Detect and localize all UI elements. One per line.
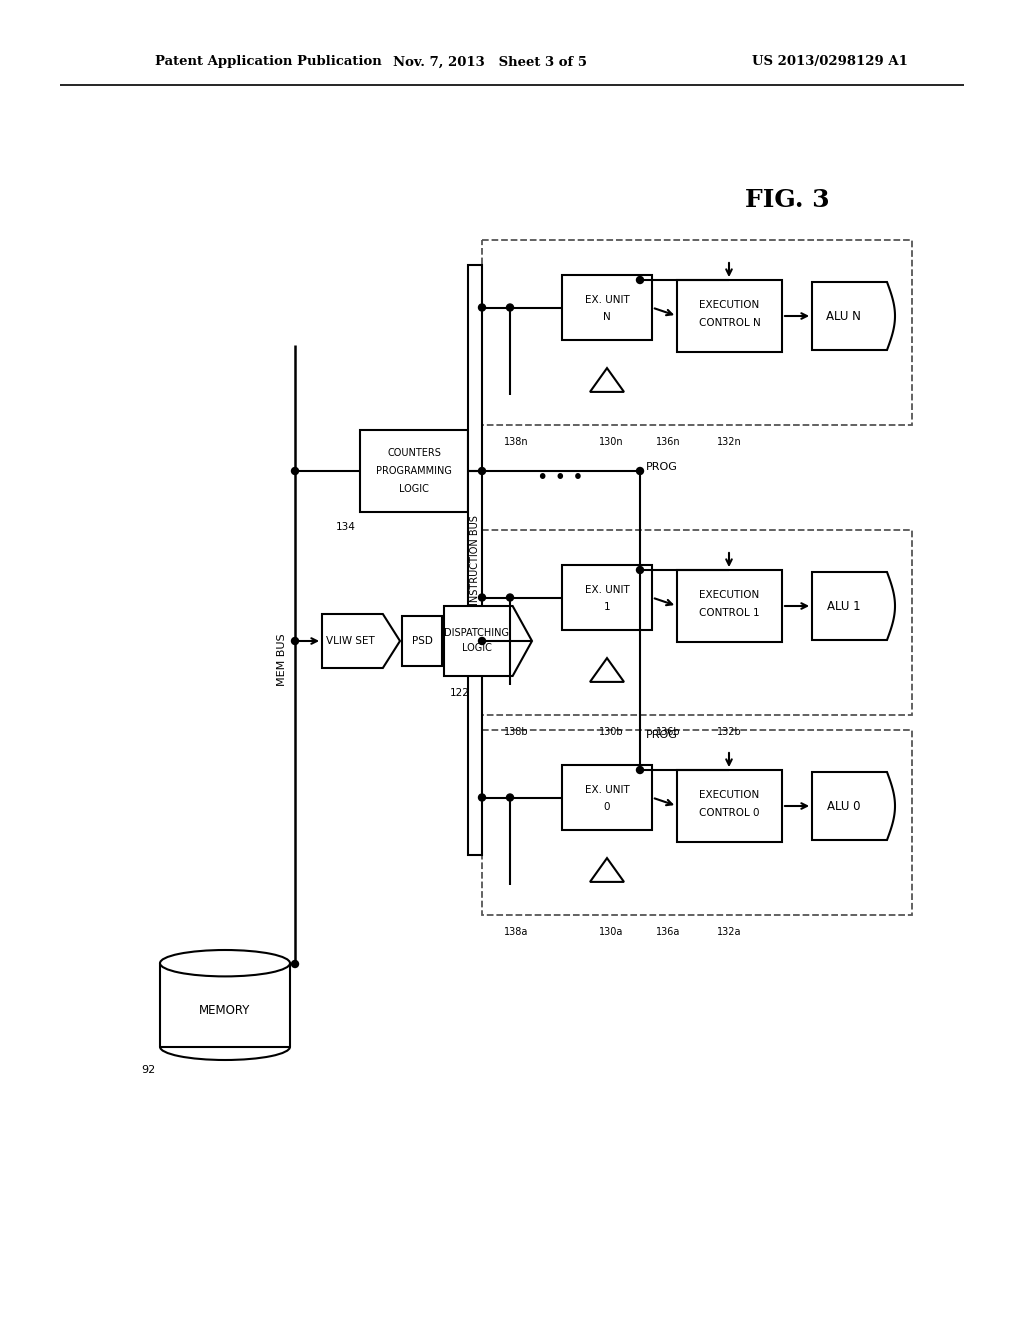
Text: 138a: 138a (504, 927, 528, 937)
Text: 136a: 136a (656, 927, 680, 937)
Text: 1: 1 (604, 602, 610, 611)
Circle shape (637, 767, 643, 774)
Bar (482, 531, 912, 715)
Text: PSD: PSD (412, 636, 432, 645)
Ellipse shape (160, 1034, 290, 1060)
Text: CONTROL 1: CONTROL 1 (699, 609, 760, 618)
Text: 136n: 136n (656, 437, 681, 447)
Polygon shape (812, 772, 895, 840)
Bar (562, 565, 652, 630)
Text: MEMORY: MEMORY (200, 1005, 251, 1016)
Circle shape (292, 961, 299, 968)
Ellipse shape (160, 950, 290, 977)
Circle shape (478, 795, 485, 801)
Text: PROG: PROG (646, 462, 678, 473)
Bar (482, 730, 912, 915)
Bar (677, 280, 782, 352)
Text: 132a: 132a (717, 927, 741, 937)
Bar (468, 265, 482, 855)
Circle shape (478, 467, 485, 474)
Text: US 2013/0298129 A1: US 2013/0298129 A1 (752, 55, 908, 69)
Circle shape (507, 795, 513, 801)
Text: VLIW SET: VLIW SET (327, 636, 375, 645)
Circle shape (637, 467, 643, 474)
Polygon shape (812, 282, 895, 350)
Circle shape (637, 566, 643, 573)
Text: EXECUTION: EXECUTION (699, 590, 760, 601)
Text: 92: 92 (141, 1065, 156, 1074)
Bar (677, 570, 782, 642)
Text: ALU 1: ALU 1 (826, 599, 860, 612)
Text: EX. UNIT: EX. UNIT (585, 294, 630, 305)
Text: ALU 0: ALU 0 (826, 800, 860, 813)
Text: LOGIC: LOGIC (462, 643, 492, 653)
Text: 0: 0 (604, 801, 610, 812)
Circle shape (292, 638, 299, 644)
Text: 138n: 138n (504, 437, 528, 447)
Text: 138b: 138b (504, 727, 528, 737)
Text: Nov. 7, 2013   Sheet 3 of 5: Nov. 7, 2013 Sheet 3 of 5 (393, 55, 587, 69)
Text: CONTROL N: CONTROL N (698, 318, 761, 329)
Text: 136b: 136b (656, 727, 681, 737)
Bar (482, 240, 912, 425)
Circle shape (478, 638, 485, 644)
Text: MEM BUS: MEM BUS (278, 634, 287, 686)
Text: 132n: 132n (717, 437, 741, 447)
Circle shape (478, 304, 485, 312)
Text: ALU N: ALU N (826, 309, 861, 322)
Bar (402, 616, 442, 667)
Bar (677, 770, 782, 842)
Text: N: N (603, 312, 611, 322)
Text: CONTROL 0: CONTROL 0 (699, 808, 760, 818)
Text: EXECUTION: EXECUTION (699, 791, 760, 800)
Polygon shape (444, 606, 532, 676)
Text: • • •: • • • (537, 469, 584, 487)
Text: INSTRUCTION BUS: INSTRUCTION BUS (470, 515, 480, 605)
Text: 130a: 130a (599, 927, 624, 937)
Text: 130n: 130n (599, 437, 624, 447)
Text: FIG. 3: FIG. 3 (745, 187, 829, 213)
Text: 134: 134 (336, 521, 356, 532)
Text: DISPATCHING: DISPATCHING (444, 627, 509, 638)
Polygon shape (812, 572, 895, 640)
Text: EXECUTION: EXECUTION (699, 300, 760, 310)
Circle shape (478, 594, 485, 601)
Text: COUNTERS: COUNTERS (387, 447, 441, 458)
Circle shape (507, 594, 513, 601)
Circle shape (292, 467, 299, 474)
Polygon shape (590, 659, 624, 682)
Circle shape (507, 304, 513, 312)
Polygon shape (590, 368, 624, 392)
Text: Patent Application Publication: Patent Application Publication (155, 55, 382, 69)
Bar (360, 430, 468, 512)
Text: 130b: 130b (599, 727, 624, 737)
Text: 122: 122 (450, 688, 470, 698)
Text: EX. UNIT: EX. UNIT (585, 784, 630, 795)
Circle shape (637, 276, 643, 284)
Bar (562, 766, 652, 830)
Text: PROGRAMMING: PROGRAMMING (376, 466, 452, 477)
Polygon shape (322, 614, 400, 668)
Text: PROG: PROG (646, 730, 678, 741)
Polygon shape (590, 858, 624, 882)
Text: LOGIC: LOGIC (399, 484, 429, 494)
Text: 132b: 132b (717, 727, 741, 737)
Bar (562, 275, 652, 341)
Text: EX. UNIT: EX. UNIT (585, 585, 630, 595)
